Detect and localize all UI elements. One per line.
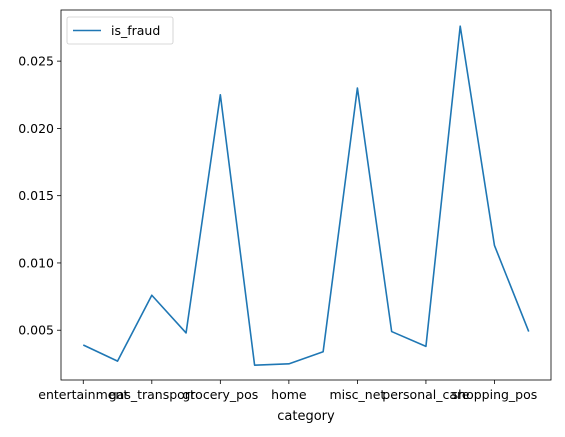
legend: is_fraud: [67, 17, 173, 44]
y-tick-label: 0.005: [18, 323, 54, 338]
y-tick-label: 0.015: [18, 188, 54, 203]
x-tick-label: grocery_pos: [182, 387, 258, 402]
x-tick-label: shopping_pos: [452, 387, 538, 402]
y-tick-label: 0.025: [18, 54, 54, 69]
y-tick-label: 0.020: [18, 121, 54, 136]
legend-label-is-fraud: is_fraud: [111, 23, 160, 38]
x-tick-label: misc_net: [329, 387, 385, 402]
x-axis-label: category: [277, 409, 335, 424]
y-tick-label: 0.010: [18, 255, 54, 270]
x-tick-label: home: [271, 387, 307, 402]
